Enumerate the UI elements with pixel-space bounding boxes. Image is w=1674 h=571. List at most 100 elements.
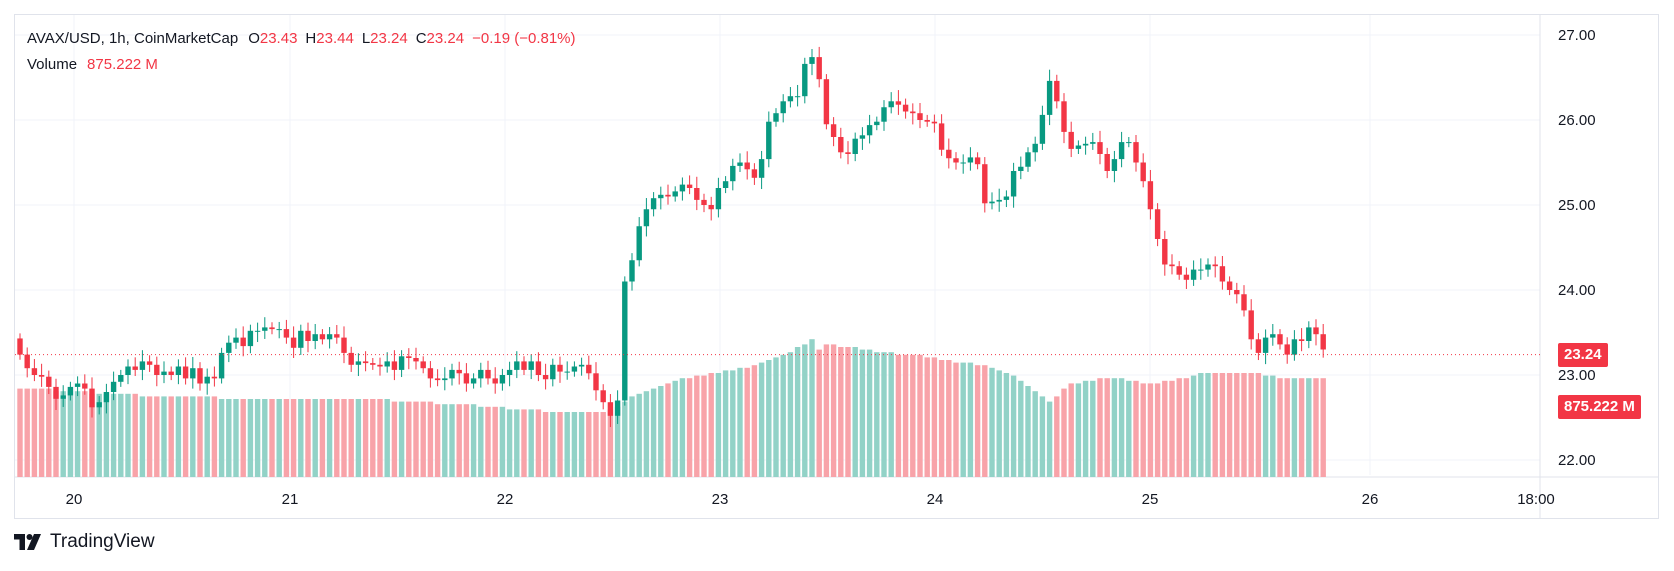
candle-body — [190, 368, 196, 379]
candle-body — [780, 101, 786, 114]
candle-body — [420, 361, 426, 369]
candle-body — [1162, 239, 1168, 265]
tradingview-logo-icon — [14, 534, 41, 550]
x-tick-label: 20 — [66, 491, 83, 508]
candle-body — [406, 356, 412, 358]
candle-body — [1082, 143, 1089, 146]
volume-bar — [226, 399, 232, 477]
candle-body — [672, 191, 678, 197]
candle-body — [902, 104, 909, 112]
volume-label[interactable]: Volume — [27, 56, 78, 73]
candle-body — [1169, 264, 1175, 267]
candle-body — [1234, 290, 1240, 295]
candle-body — [154, 364, 160, 375]
symbol-label[interactable]: AVAX/USD, 1h, CoinMarketCap — [27, 30, 239, 47]
candle-body — [125, 366, 131, 375]
candle-body — [514, 361, 520, 370]
candle-body — [960, 162, 966, 164]
candle-body — [550, 364, 556, 380]
volume-bar — [1183, 378, 1190, 477]
volume-bar — [478, 406, 484, 477]
volume-bar — [578, 412, 585, 477]
candle-body — [463, 373, 470, 384]
volume-bar — [110, 393, 117, 477]
volume-bar — [1046, 401, 1053, 477]
volume-bar — [89, 393, 95, 477]
candle-body — [38, 375, 45, 377]
candle-body — [1183, 274, 1190, 280]
volume-bar — [485, 406, 491, 477]
candle-body — [355, 361, 362, 365]
candle-body — [478, 369, 484, 379]
candle-body — [535, 361, 542, 375]
volume-bar — [787, 352, 794, 477]
volume-bar — [1226, 373, 1233, 477]
candle-body — [1126, 142, 1132, 144]
candle-body — [974, 157, 981, 165]
candle-body — [348, 352, 354, 365]
volume-bar — [118, 393, 124, 477]
candle-body — [586, 364, 592, 374]
volume-bar — [917, 354, 923, 477]
candle-body — [722, 181, 729, 188]
close-value: 23.24 — [426, 30, 465, 47]
volume-bar — [974, 365, 981, 477]
volume-bar — [204, 396, 210, 477]
volume-bar — [1054, 396, 1060, 477]
volume-bar — [1162, 380, 1168, 477]
candle-body — [686, 184, 693, 188]
candle-body — [787, 96, 794, 102]
volume-bar — [1010, 375, 1017, 477]
volume-bar — [182, 396, 189, 477]
volume-bar — [694, 375, 700, 477]
low-label: L — [361, 30, 371, 47]
volume-bar — [1219, 373, 1226, 477]
candle-body — [1018, 166, 1024, 171]
candle-body — [1097, 142, 1103, 154]
volume-bar — [902, 354, 909, 477]
candle-body — [665, 194, 671, 197]
volume-bar — [276, 399, 282, 477]
candle-body — [31, 368, 38, 375]
candle-body — [852, 138, 858, 154]
volume-bar — [1298, 378, 1305, 477]
candle-body — [989, 201, 995, 204]
volume-bar — [514, 409, 520, 477]
candle-body — [1277, 334, 1283, 345]
candle-body — [1262, 337, 1269, 353]
volume-bar — [506, 409, 513, 477]
candle-body — [758, 159, 765, 178]
tradingview-branding[interactable]: TradingView — [14, 531, 155, 553]
volume-bar — [600, 412, 606, 477]
volume-bar — [571, 412, 578, 477]
candle-body — [730, 165, 736, 182]
volume-bar — [1025, 386, 1031, 477]
candle-body — [168, 371, 174, 375]
x-tick-label: 26 — [1362, 491, 1379, 508]
volume-bar — [938, 360, 945, 477]
candle-body — [838, 137, 844, 153]
volume-bar — [708, 373, 714, 477]
volume-bar — [967, 362, 974, 477]
volume-bar — [1082, 380, 1089, 477]
candle-body — [427, 368, 434, 379]
candle-body — [262, 327, 268, 331]
volume-bar — [499, 406, 506, 477]
volume-bar — [262, 399, 268, 477]
candle-body — [845, 152, 851, 154]
candle-body — [139, 361, 146, 370]
volume-bar — [348, 399, 354, 477]
volume-bar — [586, 412, 592, 477]
volume-bar — [1111, 378, 1118, 477]
candle-body — [197, 368, 203, 384]
volume-bar — [1126, 380, 1132, 477]
candle-body — [521, 361, 527, 370]
volume-bar — [773, 357, 779, 477]
volume-bar — [766, 360, 772, 477]
volume-bar — [874, 352, 880, 477]
volume-bar — [866, 349, 873, 477]
candle-body — [982, 164, 988, 204]
candle-body — [1147, 181, 1154, 210]
volume-bar — [996, 370, 1002, 477]
